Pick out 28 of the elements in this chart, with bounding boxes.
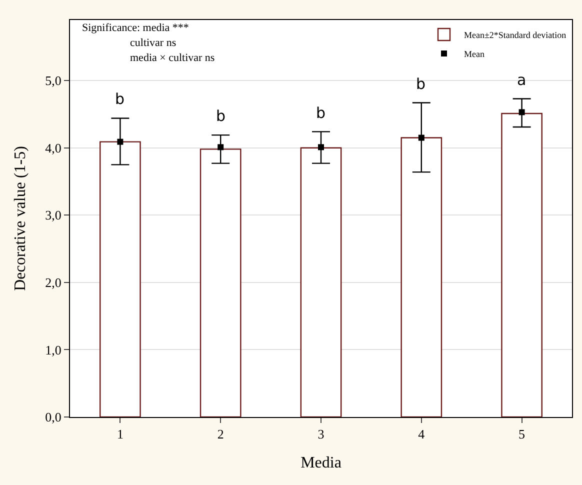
data-label: b xyxy=(216,107,226,125)
data-label: b xyxy=(316,104,326,122)
x-axis-title: Media xyxy=(300,454,342,472)
y-tick-label: 3,0 xyxy=(45,208,62,223)
y-axis-title: Decorative value (1-5) xyxy=(12,146,30,291)
point xyxy=(518,109,525,116)
x-tick-label: 1 xyxy=(116,426,124,442)
x-tick-label: 3 xyxy=(318,426,324,442)
data-label: a xyxy=(517,71,526,89)
point xyxy=(117,138,124,145)
y-tick-label: 0,0 xyxy=(45,410,62,425)
data-label: b xyxy=(416,75,426,93)
legend-label: Mean±2*Standard deviation xyxy=(464,30,567,40)
x-tick-label: 2 xyxy=(217,426,224,442)
x-tick-label: 4 xyxy=(418,426,426,442)
annotation: Significance: media *** xyxy=(82,22,189,34)
point xyxy=(218,144,224,150)
data-label: b xyxy=(115,90,125,108)
y-tick-label: 2,0 xyxy=(45,274,62,290)
point xyxy=(418,134,424,141)
point xyxy=(318,144,324,150)
y-tick-label: 1,0 xyxy=(45,342,62,358)
annotation: media × cultivar ns xyxy=(130,52,215,64)
y-tick-label: 5,0 xyxy=(45,73,62,88)
legend-label: Mean xyxy=(464,49,485,60)
x-tick-label: 5 xyxy=(518,426,526,442)
annotation: cultivar ns xyxy=(130,37,176,49)
y-tick-label: 4,0 xyxy=(45,140,62,156)
